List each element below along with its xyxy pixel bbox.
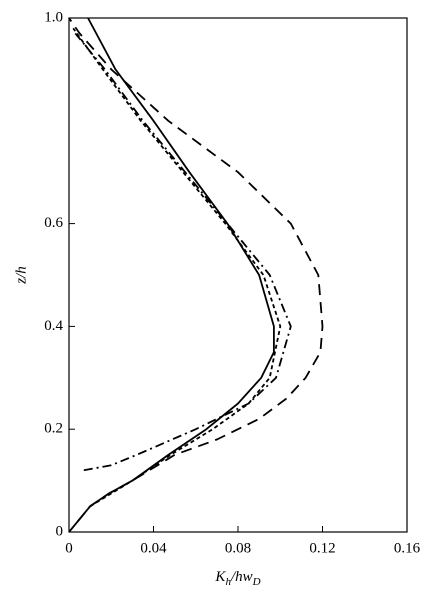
x-tick-label: 0.16: [394, 540, 421, 556]
y-tick-label: 0.6: [44, 215, 63, 231]
series-line: [68, 17, 275, 533]
x-tick-label: 0: [65, 540, 73, 556]
series-line: [74, 32, 292, 472]
y-tick-label: 0.4: [44, 318, 63, 334]
x-label-part: /hw: [230, 569, 253, 585]
x-axis-label: Kh/hwD: [214, 569, 260, 587]
x-tick-label: 0.04: [140, 540, 167, 556]
series-line: [68, 17, 324, 523]
x-tick-label: 0.12: [309, 540, 335, 556]
plot-frame: [68, 17, 408, 533]
y-tick-label: 1.0: [44, 9, 63, 25]
x-label-part: K: [214, 569, 226, 585]
series-line: [72, 27, 282, 508]
x-label-sub: D: [252, 576, 261, 588]
y-tick-label: 0: [56, 523, 64, 539]
x-label-sub: h: [225, 576, 231, 588]
y-tick-label: 0.2: [44, 421, 63, 437]
y-axis-label: z/h: [13, 266, 29, 285]
x-tick-label: 0.08: [225, 540, 251, 556]
